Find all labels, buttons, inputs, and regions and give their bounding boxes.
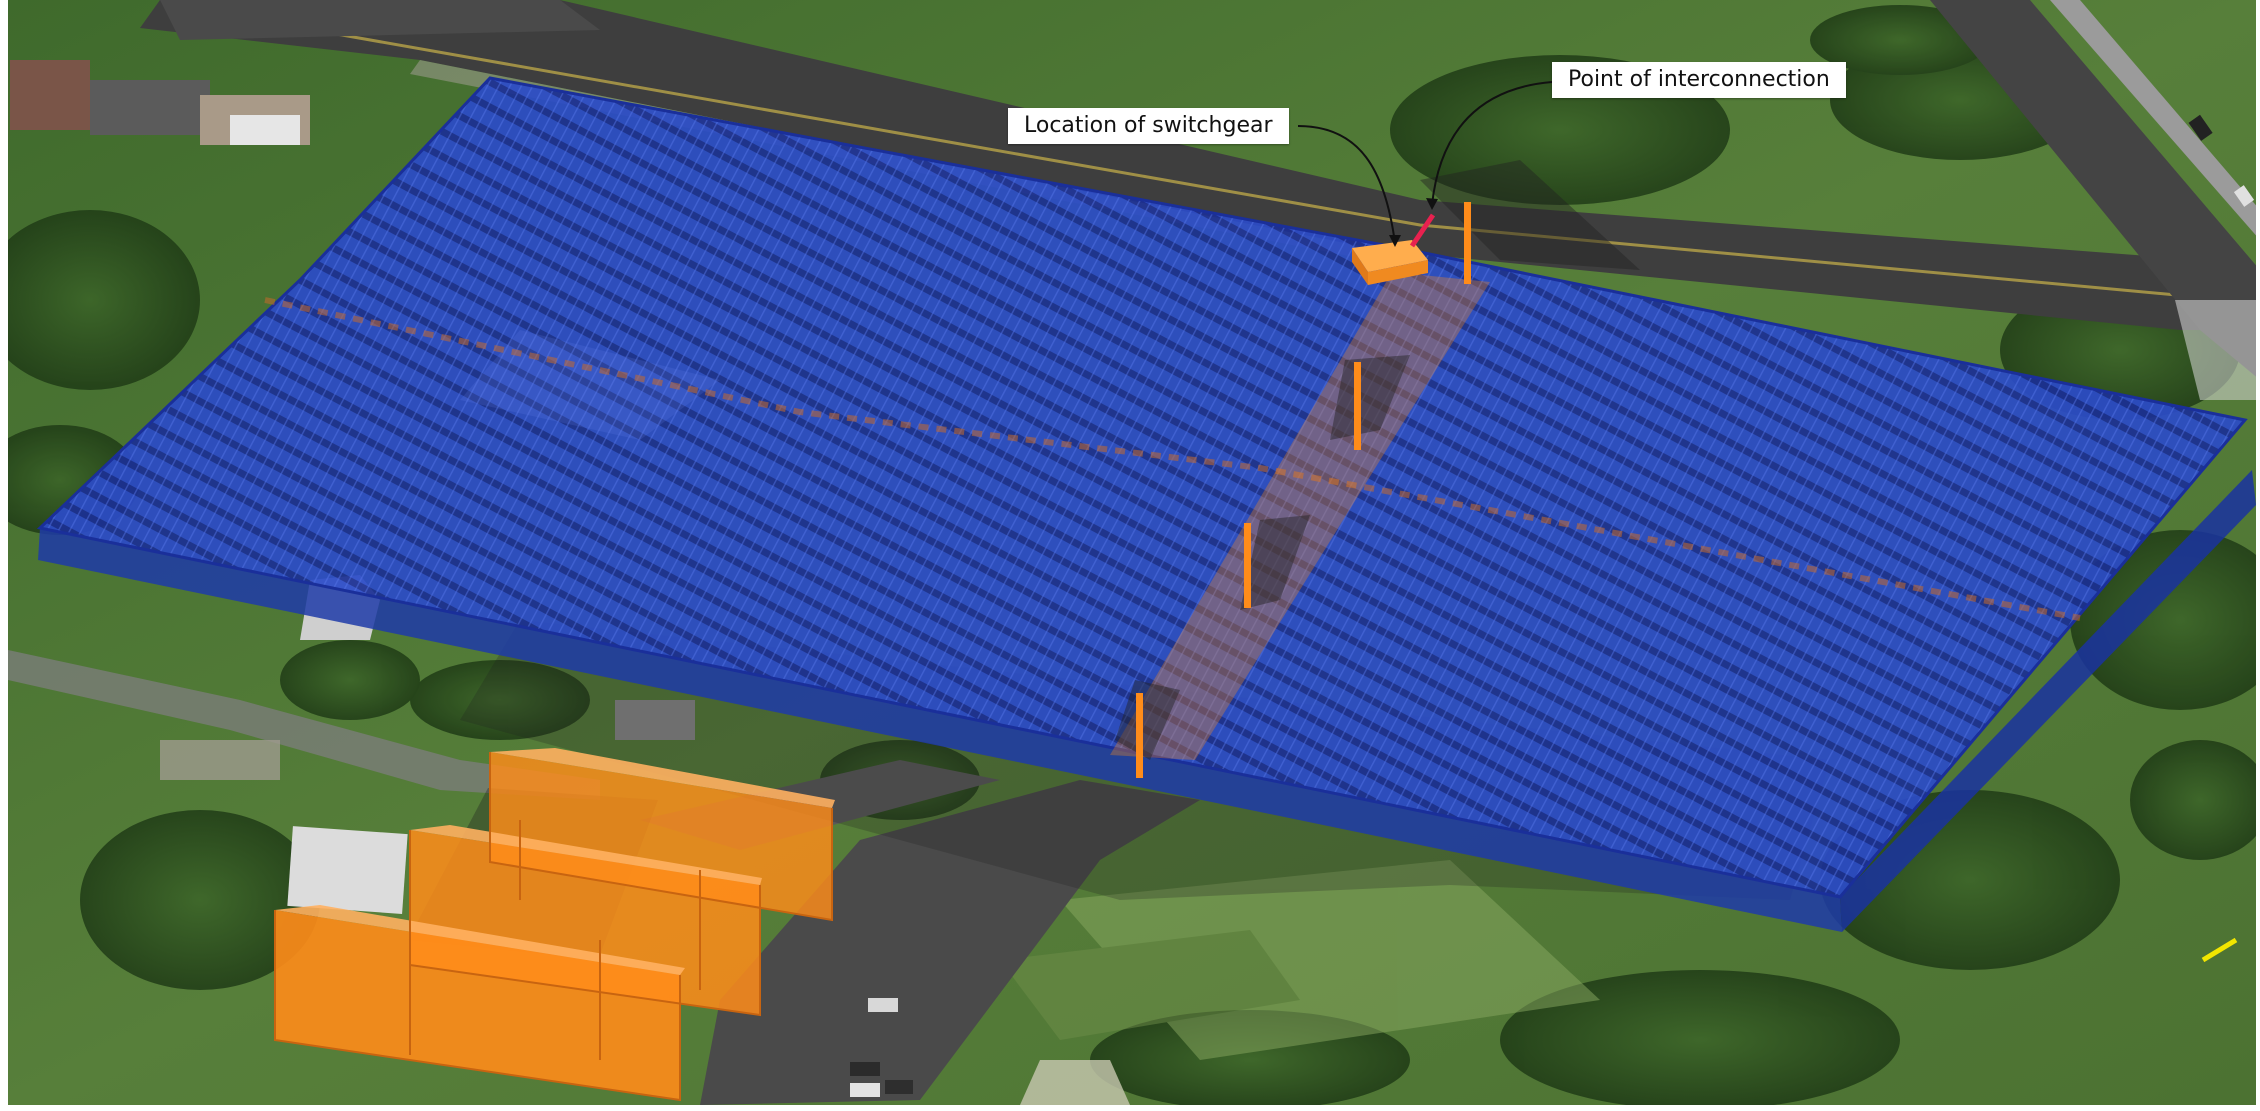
equipment-shadows	[1115, 160, 1640, 760]
image-border-right	[2256, 0, 2260, 1111]
access-corridor	[1110, 272, 1490, 760]
callout-interconnection-label: Point of interconnection	[1552, 62, 1846, 98]
equipment-poles	[1136, 202, 1471, 778]
solar-array	[36, 76, 2256, 932]
cross-street	[1930, 0, 2260, 380]
switchgear-box	[1352, 240, 1428, 285]
interconnection-line	[1409, 213, 1436, 248]
orange-buildings	[274, 748, 835, 1102]
main-road	[140, 0, 2260, 330]
field-patches	[1000, 860, 1600, 1060]
parked-cars	[850, 998, 913, 1097]
side-road	[8, 650, 600, 800]
callout-switchgear-label: Location of switchgear	[1008, 108, 1289, 144]
callout-arrowheads	[1389, 198, 1438, 247]
callout-leaders	[1297, 81, 1553, 244]
parking-lot	[700, 780, 1200, 1105]
yellow-marker	[2201, 937, 2238, 963]
image-border-bottom	[0, 1105, 2260, 1111]
image-border-left	[0, 0, 8, 1111]
crosswalk	[2175, 300, 2260, 400]
